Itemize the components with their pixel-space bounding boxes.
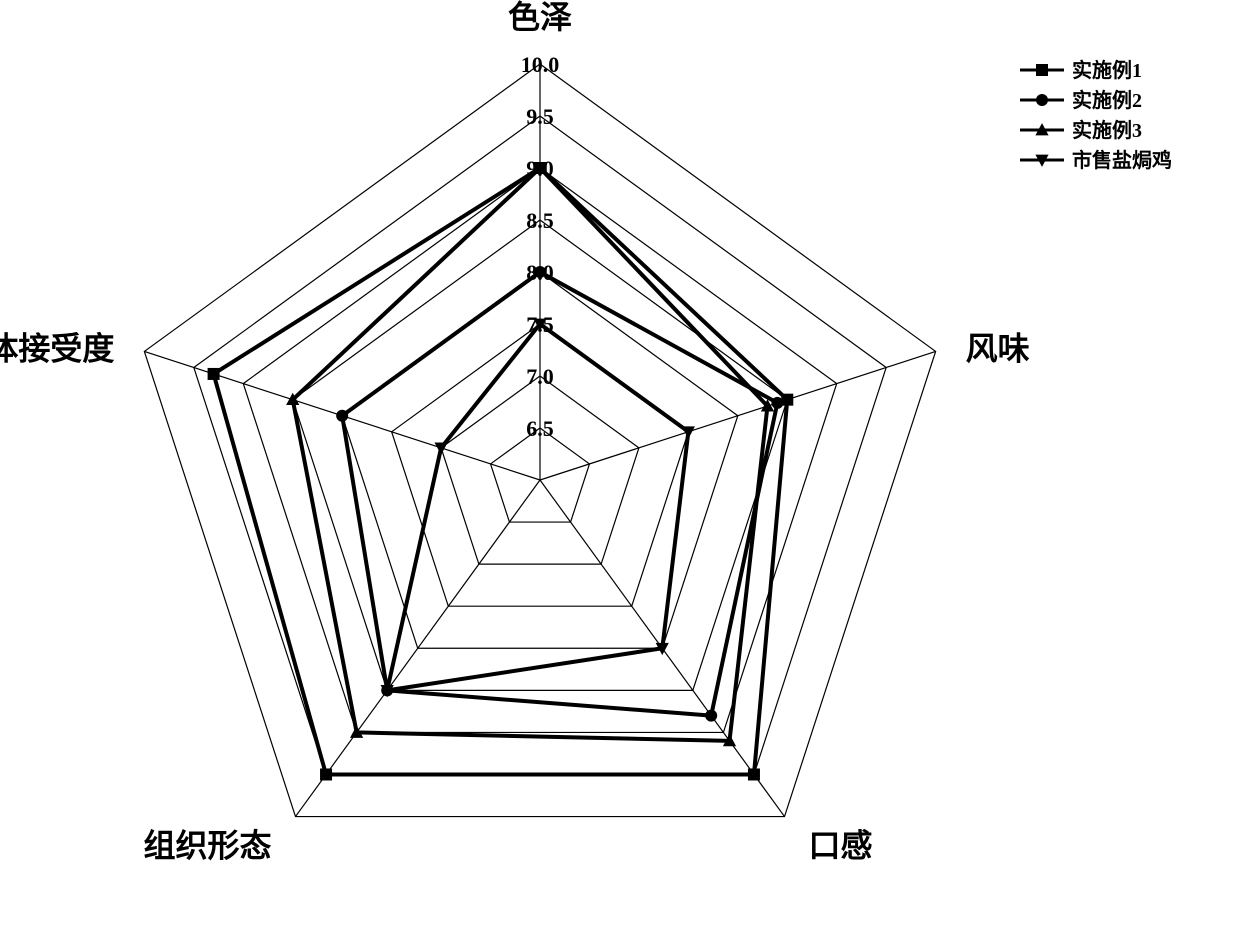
legend-label-0: 实施例1	[1072, 58, 1142, 82]
tick-label: 10.0	[521, 52, 560, 77]
marker-square	[320, 768, 332, 780]
tick-label: 9.5	[526, 104, 554, 129]
radar-chart-svg: 6.57.07.58.08.59.09.510.0色泽风味口感组织形态总体接受度…	[0, 0, 1240, 950]
tick-label: 8.5	[526, 208, 554, 233]
legend-label-1: 实施例2	[1072, 88, 1142, 112]
axis-label-acceptance: 总体接受度	[0, 330, 114, 366]
axis-label-color: 色泽	[508, 0, 572, 35]
marker-square	[1036, 64, 1048, 76]
legend-label-3: 市售盐焗鸡	[1072, 148, 1172, 172]
tick-label: 6.5	[526, 416, 554, 441]
legend-label-2: 实施例3	[1072, 118, 1142, 142]
axis-label-texture: 组织形态	[143, 828, 271, 864]
marker-circle	[336, 410, 348, 422]
marker-circle	[705, 710, 717, 722]
axis-label-flavor: 风味	[966, 330, 1030, 366]
marker-circle	[771, 397, 783, 409]
tick-label: 7.0	[526, 364, 554, 389]
marker-square	[208, 368, 220, 380]
marker-circle	[1036, 94, 1048, 106]
marker-circle	[534, 266, 546, 278]
marker-square	[748, 768, 760, 780]
radar-chart-container: 6.57.07.58.08.59.09.510.0色泽风味口感组织形态总体接受度…	[0, 0, 1240, 950]
axis-label-mouthfeel: 口感	[809, 828, 873, 864]
